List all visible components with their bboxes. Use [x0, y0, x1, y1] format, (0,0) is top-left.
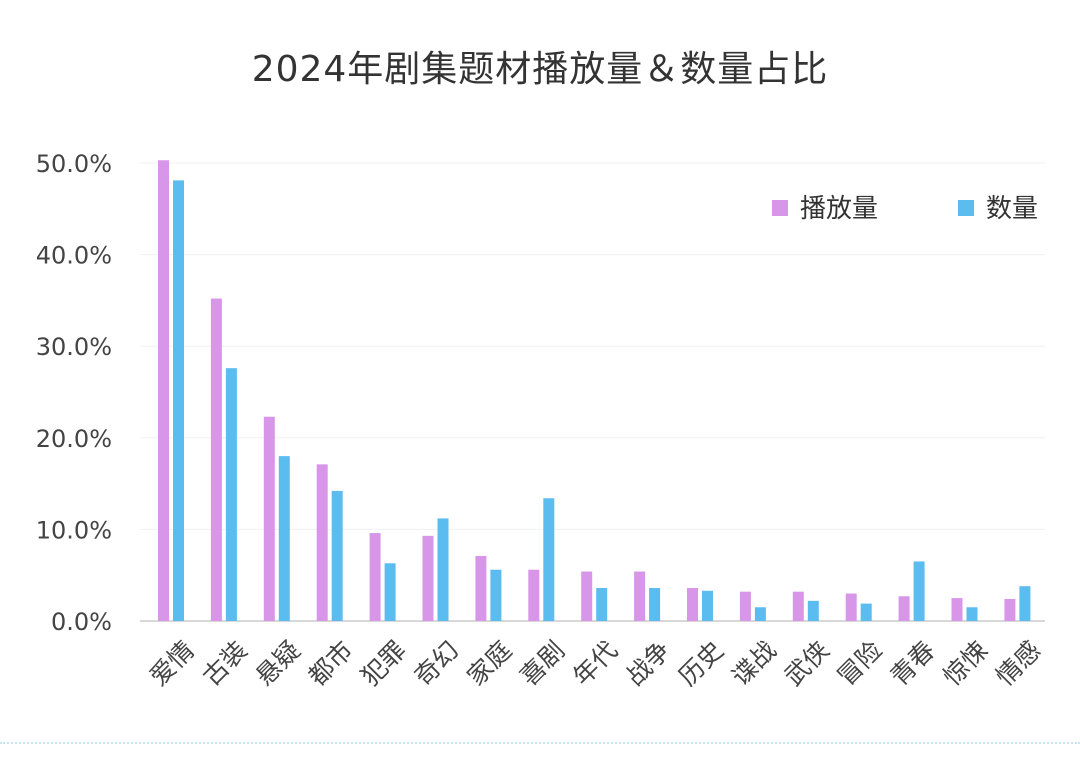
y-tick-label: 10.0% — [36, 516, 112, 544]
bar-plays — [687, 588, 698, 621]
bar-plays — [475, 555, 487, 621]
x-tick-label: 冒险 — [832, 635, 888, 691]
legend-swatch — [958, 200, 974, 216]
x-tick-label: 奇幻 — [409, 635, 465, 691]
x-tick-label: 喜剧 — [514, 635, 570, 691]
bar-plays — [422, 535, 434, 621]
bar-count — [437, 518, 449, 621]
legend-swatch — [772, 200, 788, 216]
bar-count — [860, 603, 872, 621]
bar-count — [278, 456, 290, 621]
y-axis-ticks: 0.0% 10.0% 20.0% 30.0% 40.0% 50.0% — [36, 150, 112, 636]
y-tick-label: 30.0% — [36, 333, 112, 361]
bar-count — [966, 607, 978, 621]
x-tick-label: 犯罪 — [356, 635, 412, 691]
x-tick-label: 情感 — [990, 635, 1046, 691]
bar-plays — [792, 591, 804, 621]
bar-count — [384, 563, 396, 621]
x-tick-label: 家庭 — [461, 635, 517, 691]
x-tick-label: 战争 — [620, 635, 676, 691]
bar-plays — [1004, 599, 1016, 621]
x-tick-label: 青春 — [885, 635, 941, 691]
bar-plays — [898, 596, 910, 621]
x-tick-label: 悬疑 — [250, 635, 306, 691]
bar-plays — [845, 593, 857, 621]
bar-count — [596, 588, 608, 621]
bar-plays — [634, 571, 646, 621]
legend-label: 播放量 — [800, 194, 878, 224]
bar-plays — [528, 569, 540, 621]
bottom-divider — [0, 742, 1080, 744]
bar-count — [173, 180, 184, 622]
x-tick-label: 都市 — [303, 635, 359, 691]
bar-count — [702, 590, 713, 621]
bar-plays — [158, 160, 169, 621]
bar-plays — [210, 298, 222, 621]
bars — [158, 160, 1031, 622]
x-tick-label: 历史 — [673, 635, 729, 691]
bar-count — [225, 368, 237, 621]
y-tick-label: 20.0% — [36, 425, 112, 453]
bar-plays — [951, 598, 963, 621]
legend-label: 数量 — [986, 194, 1038, 224]
y-tick-label: 0.0% — [51, 608, 112, 636]
x-tick-label: 谍战 — [726, 635, 782, 691]
bar-count — [331, 490, 343, 621]
y-tick-label: 40.0% — [36, 242, 112, 270]
grid-lines — [140, 162, 1045, 622]
bar-plays — [739, 591, 751, 621]
bar-plays — [316, 464, 328, 621]
y-tick-label: 50.0% — [36, 150, 112, 178]
bar-count — [913, 561, 925, 621]
bar-plays — [369, 533, 381, 621]
bar-count — [807, 600, 819, 621]
x-tick-label: 年代 — [567, 635, 623, 691]
legend: 播放量 数量 — [772, 194, 1038, 224]
bar-plays — [263, 416, 275, 621]
x-tick-label: 武侠 — [779, 635, 835, 691]
chart-title: 2024年剧集题材播放量＆数量占比 — [251, 49, 829, 90]
bar-count — [649, 588, 661, 621]
bar-count — [490, 569, 502, 621]
bar-count — [754, 607, 766, 621]
bar-count — [1019, 586, 1031, 621]
bar-count — [543, 498, 555, 621]
bar-plays — [581, 571, 593, 621]
x-tick-label: 古装 — [197, 635, 253, 691]
x-tick-label: 惊悚 — [938, 635, 994, 691]
x-tick-label: 爱情 — [144, 635, 200, 691]
